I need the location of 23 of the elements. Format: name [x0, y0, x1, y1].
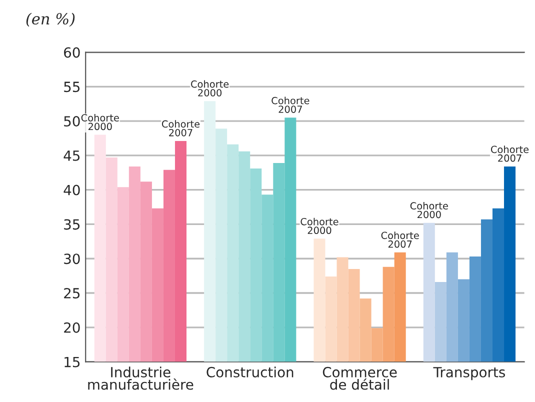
y-tick-label: 45	[64, 150, 80, 161]
y-tick-label: 50	[64, 116, 80, 127]
x-tick-label: Industrie manufacturière	[88, 366, 194, 390]
y-tick-label: 55	[64, 82, 80, 92]
x-tick-label: Commerce de détail	[322, 366, 397, 390]
y-tick-label: 30	[64, 254, 80, 264]
y-tick-label: 25	[64, 288, 80, 298]
annotation: Cohorte 2007	[162, 120, 200, 136]
annotation: Cohorte 2007	[381, 232, 419, 248]
annotation: Cohorte 2000	[81, 114, 119, 130]
y-axis-title: (en %)	[26, 12, 75, 27]
y-tick-label: 60	[64, 47, 80, 58]
y-tick-label: 35	[64, 219, 80, 230]
annotation: Cohorte 2000	[191, 80, 229, 96]
annotation: Cohorte 2000	[410, 202, 448, 218]
x-tick-label: Transports	[433, 367, 505, 380]
annotation: Cohorte 2000	[300, 218, 338, 234]
annotation: Cohorte 2007	[272, 96, 310, 113]
y-tick-label: 15	[64, 356, 80, 368]
x-tick-label: Construction	[206, 366, 294, 378]
annotation: Cohorte 2007	[490, 146, 529, 162]
y-tick-label: 20	[64, 322, 80, 333]
y-tick-label: 40	[64, 184, 80, 196]
